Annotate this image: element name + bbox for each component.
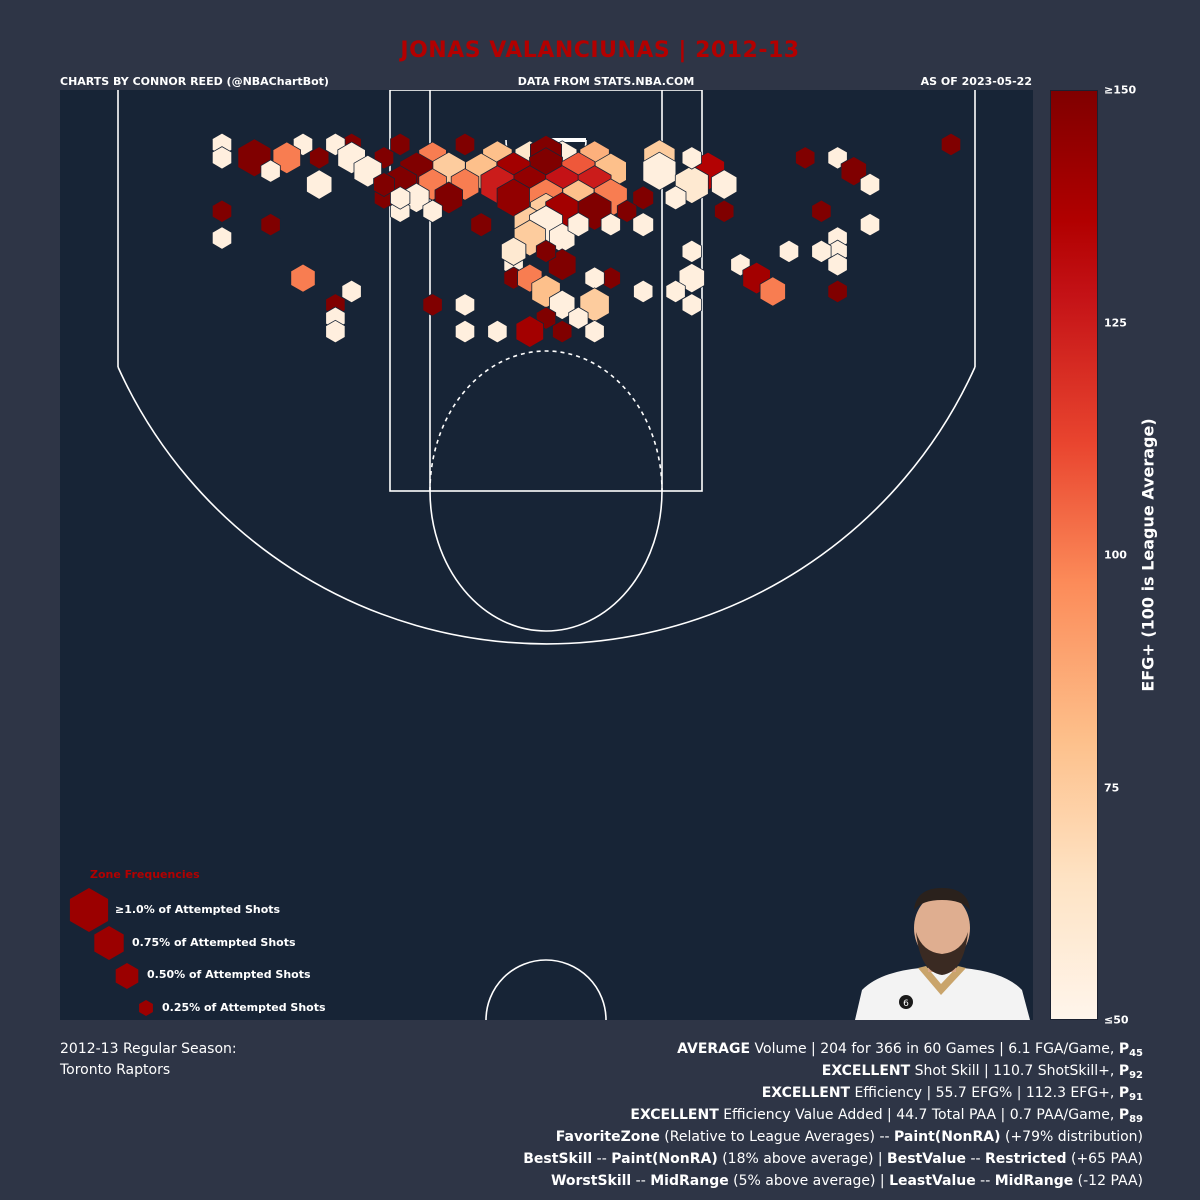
shot-hex (632, 212, 654, 238)
chart-title: JONAS VALANCIUNAS | 2012-13 (400, 38, 800, 63)
shot-hex (859, 212, 881, 237)
shot-hex (552, 319, 573, 344)
shot-hex (306, 169, 333, 200)
shot-hex (390, 186, 411, 210)
shot-hex (811, 199, 832, 223)
shot-hexes (211, 132, 962, 348)
shot-hex (260, 212, 281, 237)
svg-text:6: 6 (903, 999, 909, 1009)
stat-worst-skill: WorstSkill -- MidRange (5% above average… (550, 1173, 1143, 1189)
shot-hex (681, 293, 702, 317)
shot-hex (827, 253, 848, 277)
stat-best-skill: BestSkill -- Paint(NonRA) (18% above ave… (523, 1151, 1143, 1167)
colorbar-tick: ≤50 (1104, 1013, 1129, 1027)
team-line: Toronto Raptors (60, 1062, 171, 1078)
shot-hex (759, 276, 786, 307)
shot-hex (664, 185, 687, 211)
shot-hex (211, 199, 233, 223)
shot-hex (309, 146, 330, 170)
shot-hex (811, 239, 832, 264)
shot-hex (454, 132, 476, 157)
legend-label-2: 0.75% of Attempted Shots (132, 936, 296, 949)
shot-hex (470, 212, 493, 238)
stat-shot-skill: EXCELLENT Shot Skill | 110.7 ShotSkill+,… (821, 1063, 1143, 1081)
shot-hex (535, 239, 557, 264)
shot-hex (515, 315, 545, 348)
shot-hex (633, 279, 654, 304)
paint-outer (389, 90, 703, 492)
legend-hex (69, 888, 109, 932)
shot-hex (290, 263, 316, 293)
shot-hex (390, 132, 411, 157)
shot-hex (454, 319, 476, 344)
shot-hex (711, 169, 738, 200)
legend-label-4: 0.25% of Attempted Shots (162, 1001, 326, 1014)
legend-title: Zone Frequencies (90, 868, 200, 881)
shot-hex (487, 319, 508, 344)
colorbar-label: EFG+ (100 is League Average) (1138, 418, 1158, 692)
shot-hex (373, 172, 395, 198)
free-throw-arc-bottom (429, 490, 663, 632)
shot-hex (940, 132, 962, 157)
legend-hex (139, 1000, 153, 1016)
legend-label-1: ≥1.0% of Attempted Shots (115, 903, 281, 916)
shot-hex (211, 226, 233, 250)
center-circle (485, 959, 607, 1020)
player-photo: 6 (855, 888, 1030, 1020)
shot-hex (859, 172, 881, 197)
shot-hex (341, 279, 362, 304)
free-throw-arc-top (429, 350, 663, 492)
data-source-text: DATA FROM STATS.NBA.COM (517, 75, 695, 88)
as-of-date: AS OF 2023-05-22 (920, 75, 1032, 88)
legend-label-3: 0.50% of Attempted Shots (147, 968, 311, 981)
shot-hex (778, 239, 800, 264)
basketball-court (60, 90, 1033, 1020)
shot-hex (681, 239, 702, 264)
shot-hex (584, 319, 605, 344)
shot-hex (211, 146, 233, 170)
three-point-arc (117, 366, 976, 645)
shot-hex (827, 279, 848, 304)
credit-text: CHARTS BY CONNOR REED (@NBAChartBot) (60, 75, 329, 88)
colorbar-tick: ≥150 (1104, 83, 1137, 97)
shot-hex (422, 293, 443, 317)
stat-efficiency: EXCELLENT Efficiency | 55.7 EFG% | 112.3… (761, 1085, 1143, 1103)
legend-hexes (69, 888, 153, 1016)
shot-hex (616, 199, 638, 223)
shot-hex (454, 293, 476, 317)
shot-hex (632, 185, 654, 211)
shot-hex (568, 306, 589, 330)
stat-volume: AVERAGE Volume | 204 for 366 in 60 Games… (677, 1041, 1143, 1059)
legend-hex (115, 963, 139, 989)
shot-hex (567, 212, 590, 238)
colorbar-tick: 125 (1104, 316, 1127, 329)
colorbar-tick: 75 (1104, 781, 1120, 794)
stat-favorite-zone: FavoriteZone (Relative to League Average… (555, 1129, 1143, 1145)
shot-hex (795, 146, 816, 170)
shot-hex (665, 279, 686, 304)
stat-value-added: EXCELLENT Efficiency Value Added | 44.7 … (630, 1107, 1143, 1125)
legend-hex (94, 926, 124, 960)
shot-hex (600, 212, 621, 237)
shot-hex (714, 199, 735, 223)
court-lines (117, 90, 976, 1020)
shot-hex (422, 199, 443, 223)
shot-hex (642, 151, 677, 191)
colorbar (1050, 90, 1098, 1020)
colorbar-tick: 100 (1104, 548, 1127, 562)
shot-hex (325, 319, 346, 344)
shot-hex (500, 236, 527, 266)
season-line: 2012-13 Regular Season: (60, 1041, 237, 1057)
shot-hex (681, 146, 702, 170)
shot-hex (260, 159, 281, 183)
